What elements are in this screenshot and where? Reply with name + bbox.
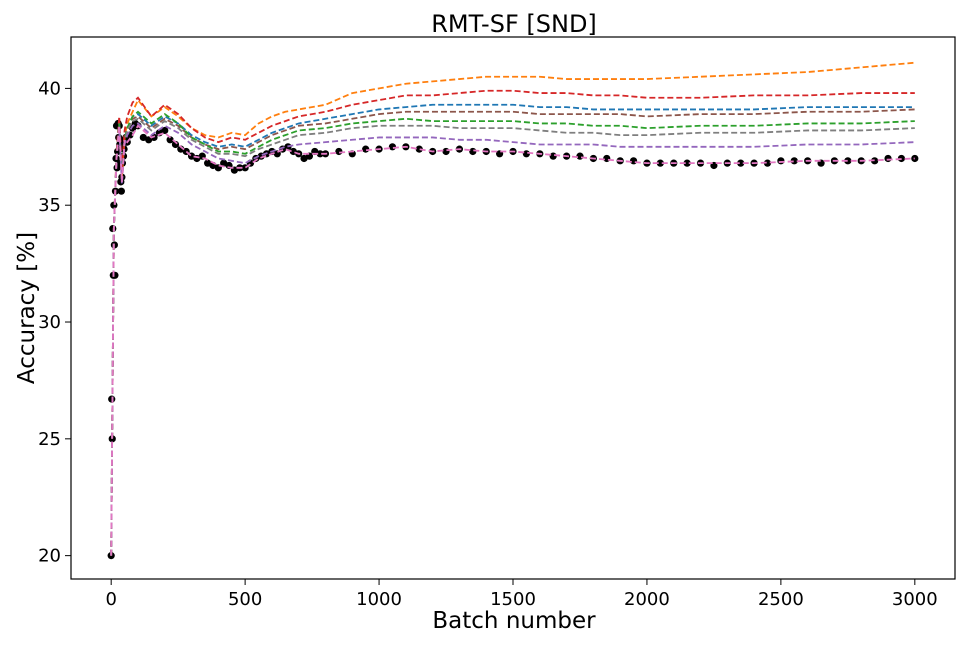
scatter-point — [777, 157, 785, 165]
series-line-1 — [110, 61, 915, 556]
x-tick-label: 3000 — [892, 589, 938, 610]
series-line-2 — [110, 89, 915, 556]
scatter-point — [335, 147, 343, 156]
scatter-point — [117, 187, 125, 195]
y-tick-label: 20 — [38, 546, 61, 567]
scatter-point — [576, 152, 584, 160]
scatter-point — [388, 143, 397, 151]
scatter-point — [161, 126, 169, 135]
series-line-7 — [110, 122, 915, 556]
scatter-point — [549, 152, 557, 160]
scatter-point — [884, 154, 892, 163]
scatter-point — [442, 147, 450, 156]
x-tick-label: 0 — [105, 589, 116, 610]
scatter-point — [763, 159, 772, 167]
scatter-point — [111, 271, 119, 279]
x-tick-label: 1500 — [490, 589, 536, 610]
y-axis-label: Accuracy [%] — [14, 232, 40, 384]
x-axis: 0 500 1000 1500 2000 2500 3000 — [105, 579, 938, 610]
chart-title: RMT-SF [SND] — [431, 10, 597, 38]
scatter-point — [109, 224, 117, 233]
x-tick-label: 2000 — [624, 589, 670, 610]
scatter-point — [737, 159, 745, 167]
scatter-point — [911, 154, 919, 163]
scatter-point — [522, 150, 530, 158]
scatter-point — [656, 159, 664, 167]
y-axis: 20 25 30 35 40 — [38, 78, 71, 567]
scatter-point — [603, 154, 611, 163]
scatter-point — [316, 150, 324, 158]
y-tick-label: 35 — [38, 195, 61, 216]
x-tick-label: 1000 — [356, 589, 402, 610]
scatter-point — [166, 136, 174, 144]
scatter-point — [362, 145, 370, 153]
scatter-point — [790, 157, 798, 165]
series-line-8 — [110, 124, 915, 556]
y-tick-label: 40 — [38, 78, 61, 99]
scatter-point — [415, 145, 423, 153]
scatter-point — [683, 159, 691, 167]
series-line-5 — [110, 110, 915, 556]
scatter-point — [629, 157, 638, 165]
y-tick-label: 30 — [38, 312, 61, 333]
y-tick-label: 25 — [38, 429, 61, 450]
scatter-point — [469, 147, 477, 156]
x-tick-label: 500 — [228, 589, 262, 610]
series-line-6 — [110, 117, 915, 556]
scatter-point — [844, 157, 852, 165]
x-axis-label: Batch number — [432, 608, 596, 634]
plot-area — [107, 61, 919, 560]
scatter-point — [108, 435, 116, 443]
x-tick-label: 2500 — [758, 589, 804, 610]
